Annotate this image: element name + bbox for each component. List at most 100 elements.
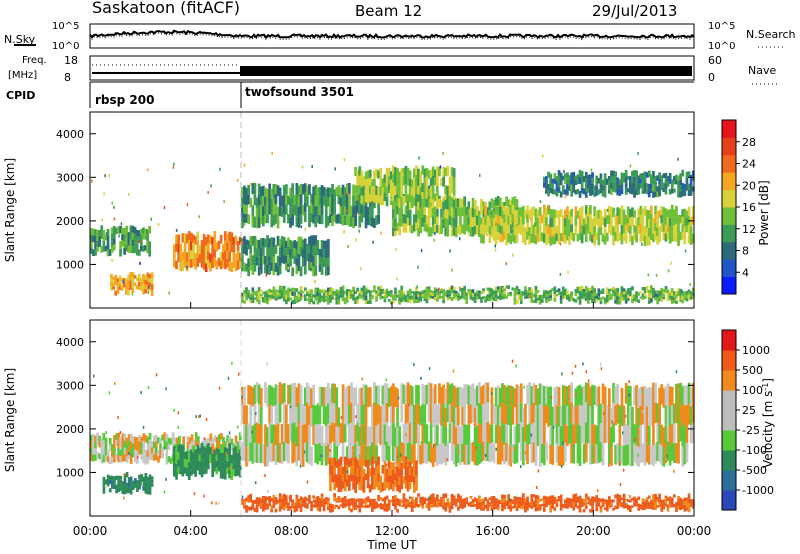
- power-cell: [417, 168, 420, 178]
- velocity-cell: [415, 404, 418, 424]
- velocity-cell: [398, 504, 401, 507]
- power-speck: [345, 209, 348, 213]
- velocity-cell: [469, 496, 473, 499]
- power-cell: [318, 205, 322, 215]
- power-cell: [639, 214, 643, 224]
- power-cell: [421, 217, 425, 227]
- power-cell: [389, 290, 393, 294]
- velocity-cell: [452, 405, 456, 425]
- power-cell: [582, 294, 586, 297]
- velocity-cell: [230, 463, 234, 472]
- power-cell: [406, 176, 410, 186]
- power-cell: [335, 296, 339, 301]
- velocity-cell: [631, 505, 634, 508]
- velocity-cell: [551, 502, 555, 506]
- power-cell: [597, 292, 601, 297]
- velocity-cell: [461, 388, 464, 407]
- velocity-cell: [356, 504, 359, 508]
- power-cell: [509, 294, 513, 297]
- velocity-cell: [589, 445, 592, 465]
- power-cell: [131, 287, 135, 293]
- velocity-cell: [127, 446, 131, 453]
- power-cell: [459, 287, 462, 292]
- velocity-cell: [448, 502, 452, 506]
- velocity-cell: [377, 464, 380, 474]
- velocity-cell: [679, 497, 682, 502]
- velocity-cell: [345, 464, 349, 472]
- velocity-cell: [123, 479, 127, 485]
- power-cell: [404, 193, 408, 203]
- velocity-cell: [576, 444, 580, 464]
- velocity-cell: [446, 500, 450, 503]
- power-cell: [484, 215, 487, 225]
- velocity-cell: [291, 501, 294, 504]
- power-cell: [314, 195, 318, 207]
- power-cell: [478, 210, 481, 220]
- power-cell: [396, 197, 399, 206]
- power-cell: [123, 282, 126, 288]
- velocity-cell: [612, 507, 615, 511]
- velocity-cell: [417, 423, 420, 444]
- velocity-cell: [492, 404, 496, 425]
- velocity-cell: [517, 497, 521, 501]
- velocity-cell: [496, 499, 500, 503]
- power-cell: [509, 234, 513, 245]
- power-cell: [337, 295, 341, 300]
- power-cell: [264, 264, 267, 274]
- power-cell: [350, 296, 353, 299]
- velocity-cell: [196, 444, 200, 454]
- power-cell: [423, 168, 427, 178]
- power-cell: [297, 245, 301, 254]
- power-cell: [660, 175, 664, 181]
- power-cell: [392, 294, 395, 298]
- velocity-cell: [402, 496, 406, 501]
- power-cell: [339, 215, 343, 225]
- velocity-cell: [538, 445, 542, 467]
- velocity-cell: [467, 405, 471, 425]
- velocity-speck: [231, 361, 233, 365]
- power-cell: [120, 277, 124, 282]
- power-cell: [566, 232, 569, 241]
- power-cell: [366, 206, 370, 216]
- velocity-cell: [131, 436, 135, 444]
- power-cell: [322, 292, 326, 296]
- velocity-cell: [440, 501, 443, 505]
- velocity-cell: [444, 507, 448, 512]
- power-cell: [664, 189, 668, 195]
- power-cell: [536, 233, 540, 242]
- velocity-cell: [232, 455, 236, 463]
- velocity-cell: [666, 497, 670, 501]
- velocity-cell: [398, 461, 401, 469]
- power-cell: [108, 249, 112, 256]
- power-cell: [327, 300, 330, 305]
- velocity-speck: [404, 432, 407, 436]
- power-cell: [431, 175, 435, 185]
- velocity-cell: [204, 448, 208, 455]
- power-cell: [364, 179, 368, 187]
- velocity-cell: [480, 507, 483, 511]
- power-cell: [98, 241, 101, 248]
- power-cell: [612, 289, 615, 294]
- velocity-cell: [608, 499, 611, 503]
- power-cell: [545, 216, 548, 227]
- power-cell: [662, 288, 666, 292]
- velocity-cell: [677, 403, 680, 424]
- velocity-cell: [513, 499, 517, 503]
- velocity-cell: [379, 496, 383, 500]
- velocity-cell: [620, 497, 624, 500]
- power-cell: [324, 266, 328, 276]
- power-colorbar-swatch-0: [722, 276, 736, 295]
- velocity-cell: [452, 498, 456, 502]
- power-cell: [572, 171, 576, 178]
- power-cell: [543, 182, 546, 188]
- velocity-cell: [181, 468, 185, 477]
- power-cell: [685, 171, 689, 179]
- velocity-cell: [494, 498, 498, 501]
- power-cell: [354, 300, 357, 304]
- velocity-cell: [465, 444, 469, 466]
- power-cell: [507, 206, 510, 216]
- power-cell: [276, 235, 280, 246]
- velocity-cell: [314, 443, 318, 463]
- velocity-speck: [397, 396, 400, 400]
- power-cell: [366, 178, 370, 188]
